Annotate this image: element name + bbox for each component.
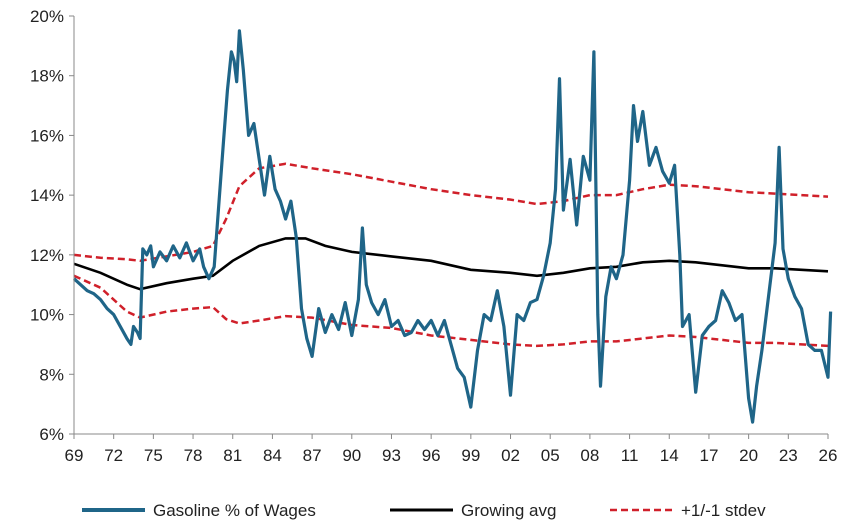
series-line-gasoline	[72, 29, 833, 424]
y-tick-label: 10%	[30, 306, 64, 325]
y-tick-label: 20%	[30, 7, 64, 26]
x-tick-label: 26	[819, 446, 838, 465]
x-tick-label: 20	[739, 446, 758, 465]
x-tick-label: 96	[422, 446, 441, 465]
legend: Gasoline % of Wages Growing avg +1/-1 st…	[82, 501, 766, 520]
x-tick-label: 02	[501, 446, 520, 465]
x-tick-label: 75	[144, 446, 163, 465]
x-tick-label: 90	[342, 446, 361, 465]
x-tick-label: 93	[382, 446, 401, 465]
legend-item-stdev: +1/-1 stdev	[610, 501, 766, 520]
legend-label-gasoline: Gasoline % of Wages	[153, 501, 316, 520]
x-tick-label: 87	[303, 446, 322, 465]
x-tick-label: 81	[223, 446, 242, 465]
legend-item-growing-avg: Growing avg	[390, 501, 556, 520]
x-tick-label: 23	[779, 446, 798, 465]
x-tick-label: 69	[65, 446, 84, 465]
x-tick-label: 72	[104, 446, 123, 465]
x-tick-label: 14	[660, 446, 679, 465]
y-tick-label: 12%	[30, 246, 64, 265]
series-line-growing-avg	[73, 237, 829, 291]
legend-label-stdev: +1/-1 stdev	[681, 501, 766, 520]
x-tick-label: 78	[184, 446, 203, 465]
axes: 6% 8% 10% 12% 14% 16% 18% 20% 69 72 75 78 81 84 87 90 93…	[30, 7, 837, 465]
y-tick-label: 8%	[39, 365, 64, 384]
x-tick-label: 05	[541, 446, 560, 465]
x-tick-label: 17	[699, 446, 718, 465]
y-tick-label: 14%	[30, 186, 64, 205]
series-line-stdev-lower	[73, 274, 829, 348]
x-tick-label: 99	[461, 446, 480, 465]
x-tick-label: 11	[621, 446, 639, 465]
x-tick-label: 08	[580, 446, 599, 465]
legend-item-gasoline: Gasoline % of Wages	[82, 501, 316, 520]
legend-label-growing-avg: Growing avg	[461, 501, 556, 520]
y-tick-label: 6%	[39, 425, 64, 444]
y-tick-label: 16%	[30, 126, 64, 145]
plot-area	[72, 29, 833, 424]
x-tick-label: 84	[263, 446, 282, 465]
series-line-stdev-upper	[73, 162, 829, 263]
y-tick-label: 18%	[30, 67, 64, 86]
